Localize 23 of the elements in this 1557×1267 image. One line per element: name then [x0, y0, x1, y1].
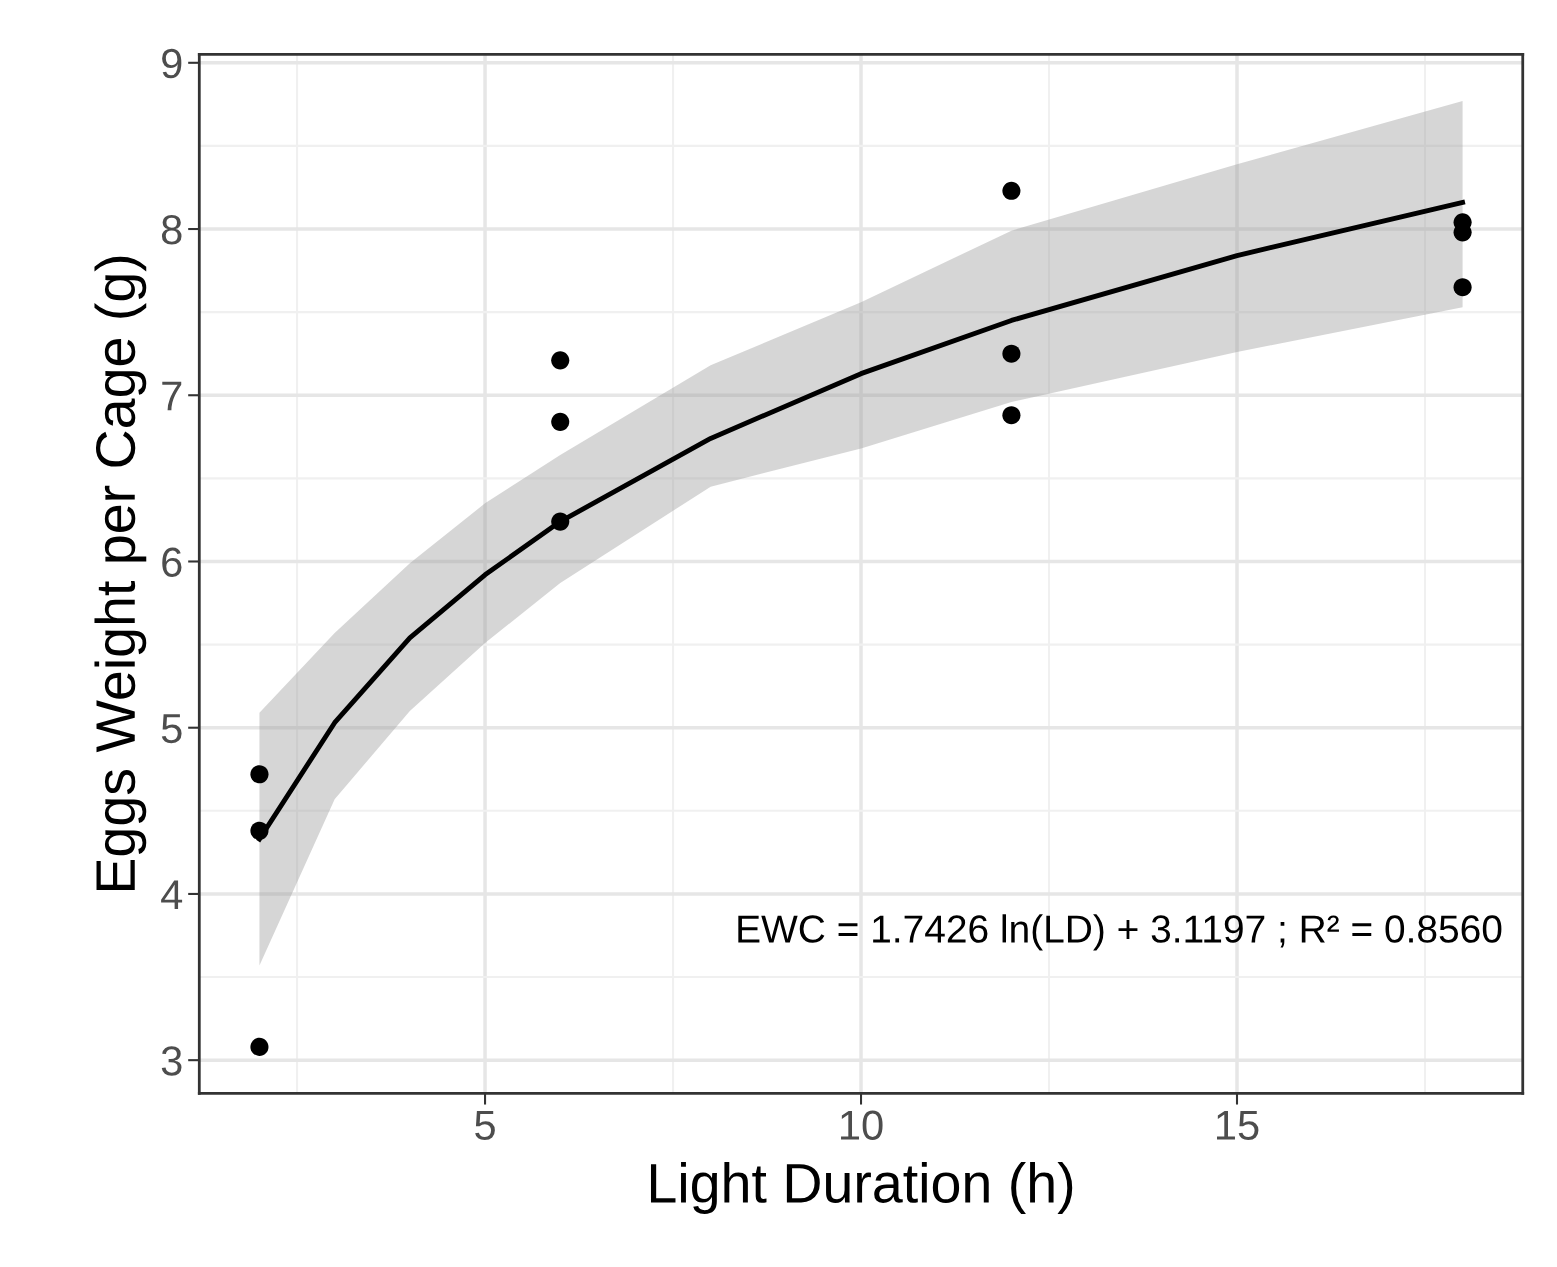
y-tick-label: 9 [162, 48, 182, 79]
x-tick-label: 5 [475, 1110, 495, 1140]
point [250, 821, 269, 840]
y-tick-label: 5 [161, 714, 182, 744]
y-tick-label: 8 [161, 215, 182, 245]
point [551, 351, 570, 370]
x-axis-title: Light Duration (h) [650, 1162, 1073, 1214]
y-tick-label: 4 [161, 880, 183, 910]
point [250, 765, 269, 784]
point [551, 412, 570, 431]
y-tick-label: 7 [162, 381, 182, 411]
y-tick-label: 3 [161, 1046, 182, 1076]
y-tick-label: 6 [162, 547, 182, 577]
point [1002, 406, 1021, 425]
annotation: EWC = 1.7426 ln(LD) + 3.1197 ; R² = 0.8560 [738, 914, 1502, 951]
point [1453, 278, 1472, 297]
y-axis-title: Eggs Weight per Cage (g) [94, 256, 147, 891]
point [551, 512, 570, 531]
point [1002, 181, 1021, 200]
point [1002, 344, 1021, 363]
x-tick-label: 15 [1217, 1110, 1259, 1140]
point [250, 1037, 269, 1056]
x-tick-label: 10 [841, 1110, 883, 1140]
